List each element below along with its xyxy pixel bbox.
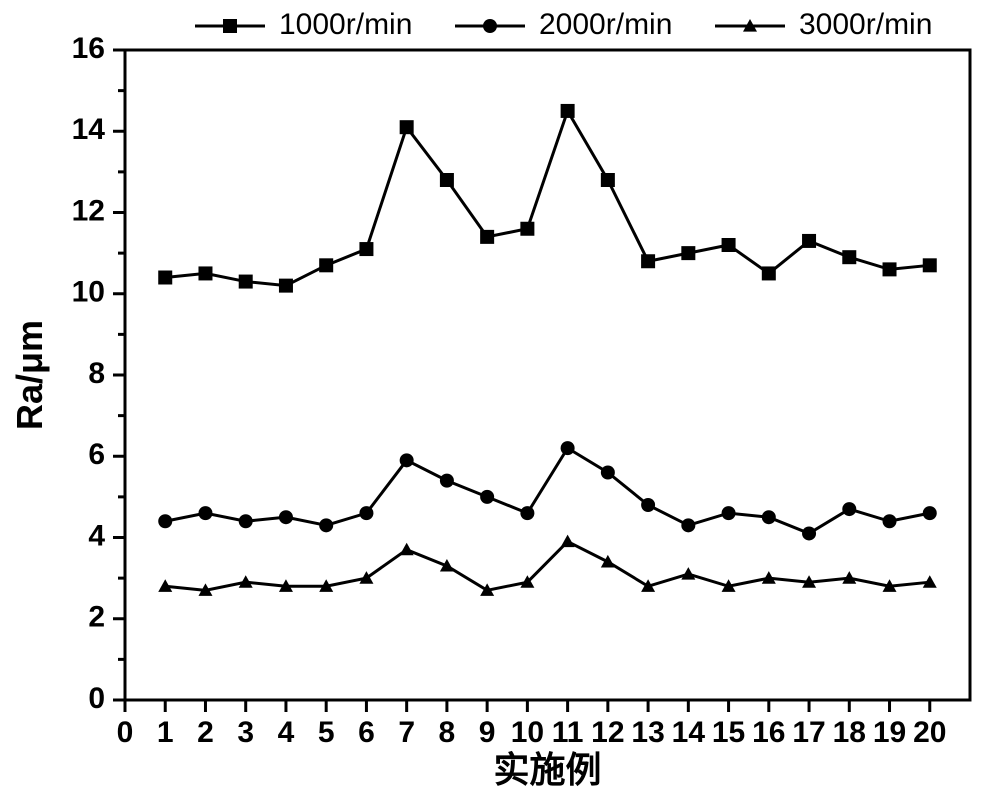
series-marker — [883, 262, 897, 276]
series-marker — [400, 120, 414, 134]
series-marker — [802, 526, 816, 540]
x-tick-label: 4 — [278, 716, 295, 749]
series-marker — [480, 230, 494, 244]
legend-label: 1000r/min — [279, 8, 412, 41]
x-tick-label: 0 — [117, 716, 134, 749]
x-tick-label: 5 — [318, 716, 335, 749]
series-marker — [641, 254, 655, 268]
y-tick-label: 16 — [72, 32, 105, 65]
series-marker — [198, 506, 212, 520]
y-tick-label: 0 — [88, 682, 105, 715]
series-marker — [520, 506, 534, 520]
series-marker — [198, 266, 212, 280]
series-marker — [158, 514, 172, 528]
series-marker — [239, 275, 253, 289]
series-marker — [480, 490, 494, 504]
series-marker — [561, 441, 575, 455]
x-tick-label: 7 — [398, 716, 415, 749]
x-tick-label: 18 — [833, 716, 866, 749]
series-marker — [561, 535, 575, 548]
series-marker — [279, 279, 293, 293]
series-marker — [681, 567, 695, 580]
x-tick-label: 10 — [511, 716, 544, 749]
series-marker — [319, 518, 333, 532]
x-tick-label: 9 — [479, 716, 496, 749]
series-marker — [601, 466, 615, 480]
series-marker — [440, 474, 454, 488]
x-tick-label: 2 — [197, 716, 214, 749]
series-marker — [923, 506, 937, 520]
series-marker — [601, 555, 615, 568]
series-marker — [359, 242, 373, 256]
series-marker — [883, 514, 897, 528]
series-line — [165, 542, 930, 591]
series-marker — [561, 104, 575, 118]
x-tick-label: 15 — [712, 716, 745, 749]
x-tick-label: 1 — [157, 716, 174, 749]
x-axis-title: 实施例 — [493, 749, 601, 790]
x-tick-label: 3 — [237, 716, 254, 749]
series-marker — [239, 514, 253, 528]
x-tick-label: 14 — [672, 716, 706, 749]
series-marker — [762, 266, 776, 280]
x-tick-label: 13 — [631, 716, 664, 749]
series-marker — [842, 250, 856, 264]
legend-label: 3000r/min — [799, 8, 932, 41]
legend-marker — [483, 19, 497, 33]
x-tick-label: 6 — [358, 716, 375, 749]
y-tick-label: 6 — [88, 438, 105, 471]
series-marker — [400, 543, 414, 556]
series-marker — [722, 506, 736, 520]
x-tick-label: 19 — [873, 716, 906, 749]
series-marker — [319, 258, 333, 272]
series-marker — [400, 453, 414, 467]
series-marker — [722, 238, 736, 252]
series-line — [165, 111, 930, 286]
x-tick-label: 8 — [439, 716, 456, 749]
x-tick-label: 17 — [792, 716, 825, 749]
series-marker — [762, 510, 776, 524]
series-marker — [601, 173, 615, 187]
x-tick-label: 20 — [913, 716, 946, 749]
series-marker — [440, 173, 454, 187]
plot-frame — [125, 50, 970, 700]
series-marker — [802, 234, 816, 248]
legend-label: 2000r/min — [539, 8, 672, 41]
y-tick-label: 8 — [88, 357, 105, 390]
y-tick-label: 2 — [88, 601, 105, 634]
series-marker — [923, 258, 937, 272]
y-axis-title: Ra/μm — [9, 320, 50, 430]
series-marker — [158, 271, 172, 285]
y-tick-label: 4 — [88, 519, 105, 552]
chart-svg: 0246810121416012345678910111213141516171… — [0, 0, 1000, 802]
series-marker — [681, 518, 695, 532]
series-marker — [359, 506, 373, 520]
legend-marker — [223, 19, 237, 33]
series-marker — [681, 246, 695, 260]
y-tick-label: 10 — [72, 276, 105, 309]
y-tick-label: 12 — [72, 194, 105, 227]
series-marker — [842, 502, 856, 516]
x-tick-label: 16 — [752, 716, 785, 749]
y-tick-label: 14 — [72, 113, 106, 146]
series-marker — [279, 510, 293, 524]
series-marker — [641, 498, 655, 512]
x-tick-label: 11 — [552, 716, 584, 749]
ra-chart: 0246810121416012345678910111213141516171… — [0, 0, 1000, 802]
x-tick-label: 12 — [591, 716, 624, 749]
series-marker — [520, 222, 534, 236]
